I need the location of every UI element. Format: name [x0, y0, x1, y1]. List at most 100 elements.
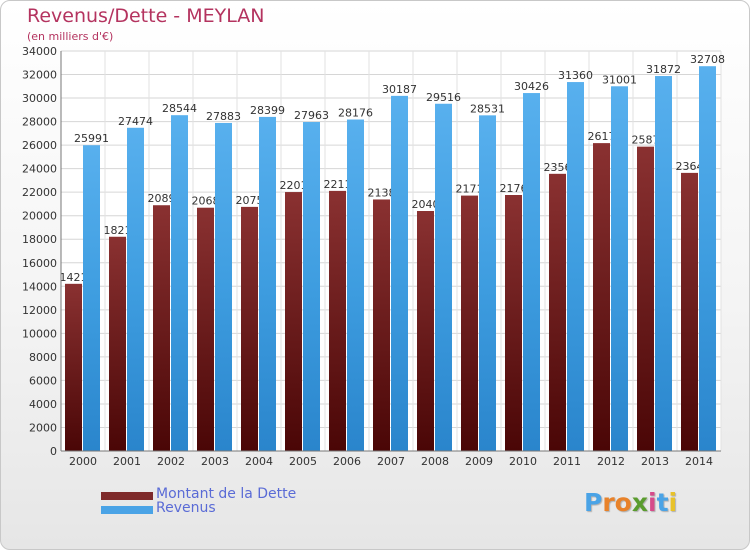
logo-letter: P	[584, 488, 603, 517]
bar-dette	[329, 190, 346, 451]
bar-dette	[197, 207, 214, 451]
data-label-revenus: 29516	[426, 91, 461, 104]
legend-label-dette: Montant de la Dette	[156, 486, 297, 502]
x-tick-label: 2008	[421, 455, 449, 468]
x-tick-label: 2012	[597, 455, 625, 468]
y-tick-label: 18000	[22, 233, 57, 246]
bar-revenus	[215, 122, 232, 451]
bar-dette	[593, 143, 610, 451]
legend-label-revenus: Revenus	[156, 500, 216, 516]
logo-letter: r	[602, 488, 615, 517]
logo-letter: i	[648, 488, 657, 517]
bar-revenus	[127, 127, 144, 451]
y-tick-label: 6000	[29, 374, 57, 387]
bar-revenus	[523, 93, 540, 451]
logo-letter: i	[668, 488, 678, 517]
logo-letter: t	[656, 488, 669, 517]
bar-revenus	[611, 86, 628, 452]
legend-swatch-dette	[101, 492, 153, 500]
data-label-dette: 2364	[676, 160, 704, 173]
data-label-dette: 2201	[280, 179, 308, 192]
logo-letter: o	[614, 488, 632, 517]
data-label-revenus: 30187	[382, 83, 417, 96]
data-label-revenus: 27474	[118, 115, 153, 128]
data-label-dette: 2040	[412, 198, 440, 211]
bar-revenus	[435, 103, 452, 452]
data-label-dette: 1821	[104, 224, 132, 237]
y-tick-label: 12000	[22, 304, 57, 317]
y-tick-label: 8000	[29, 351, 57, 364]
chart-title: Revenus/Dette - MEYLAN	[27, 5, 265, 27]
x-tick-label: 2004	[245, 455, 273, 468]
data-label-dette: 2089	[148, 192, 176, 205]
bar-revenus	[171, 115, 188, 451]
bar-dette	[153, 205, 170, 451]
bar-revenus	[567, 82, 584, 451]
bar-dette	[65, 283, 82, 451]
x-tick-label: 2007	[377, 455, 405, 468]
data-label-revenus: 28544	[162, 102, 197, 115]
y-tick-label: 24000	[22, 163, 57, 176]
data-label-revenus: 28176	[338, 107, 373, 120]
y-tick-label: 30000	[22, 92, 57, 105]
bar-revenus	[391, 95, 408, 451]
x-tick-label: 2014	[685, 455, 713, 468]
x-tick-label: 2002	[157, 455, 185, 468]
bar-revenus	[655, 76, 672, 452]
data-label-revenus: 31360	[558, 69, 593, 82]
bar-dette	[417, 211, 434, 451]
bar-revenus	[699, 66, 716, 451]
x-tick-label: 2013	[641, 455, 669, 468]
bar-dette	[241, 206, 258, 451]
data-label-revenus: 28399	[250, 104, 285, 117]
y-tick-label: 32000	[22, 69, 57, 82]
y-tick-label: 0	[50, 445, 57, 458]
x-tick-label: 2009	[465, 455, 493, 468]
data-label-dette: 2617	[588, 130, 616, 143]
data-label-revenus: 31001	[602, 73, 637, 86]
data-label-revenus: 27883	[206, 110, 241, 123]
data-label-revenus: 25991	[74, 132, 109, 145]
y-tick-label: 2000	[29, 421, 57, 434]
x-tick-label: 2001	[113, 455, 141, 468]
x-tick-label: 2005	[289, 455, 317, 468]
data-label-dette: 2075	[236, 194, 264, 207]
logo-letter: x	[631, 488, 648, 517]
bar-dette	[549, 173, 566, 451]
bar-dette	[461, 195, 478, 451]
data-label-dette: 2138	[368, 186, 396, 199]
chart-subtitle: (en milliers d'€)	[27, 30, 114, 43]
x-tick-label: 2003	[201, 455, 229, 468]
data-label-revenus: 31872	[646, 63, 681, 76]
bar-dette	[505, 195, 522, 451]
bar-dette	[373, 199, 390, 451]
y-tick-label: 4000	[29, 398, 57, 411]
data-label-revenus: 28531	[470, 102, 505, 115]
bar-dette	[109, 236, 126, 451]
data-label-dette: 1421	[60, 271, 88, 284]
y-tick-label: 26000	[22, 139, 57, 152]
data-label-dette: 2068	[192, 195, 220, 208]
y-tick-label: 28000	[22, 116, 57, 129]
y-tick-label: 16000	[22, 257, 57, 270]
data-label-revenus: 30426	[514, 80, 549, 93]
bar-dette	[285, 192, 302, 451]
x-tick-label: 2000	[69, 455, 97, 468]
bar-revenus	[347, 119, 364, 452]
x-tick-label: 2006	[333, 455, 361, 468]
legend-swatch-revenus	[101, 506, 153, 514]
bar-revenus	[259, 116, 276, 452]
data-label-revenus: 27963	[294, 109, 329, 122]
data-label-revenus: 32708	[690, 53, 725, 66]
bar-dette	[637, 146, 654, 451]
y-tick-label: 22000	[22, 186, 57, 199]
proxiti-logo: Proxiti	[584, 488, 677, 517]
data-label-dette: 2211	[324, 178, 352, 191]
bar-revenus	[479, 115, 496, 451]
data-label-dette: 2171	[456, 183, 484, 196]
y-tick-label: 34000	[22, 45, 57, 58]
y-tick-label: 10000	[22, 327, 57, 340]
data-label-dette: 2176	[500, 182, 528, 195]
